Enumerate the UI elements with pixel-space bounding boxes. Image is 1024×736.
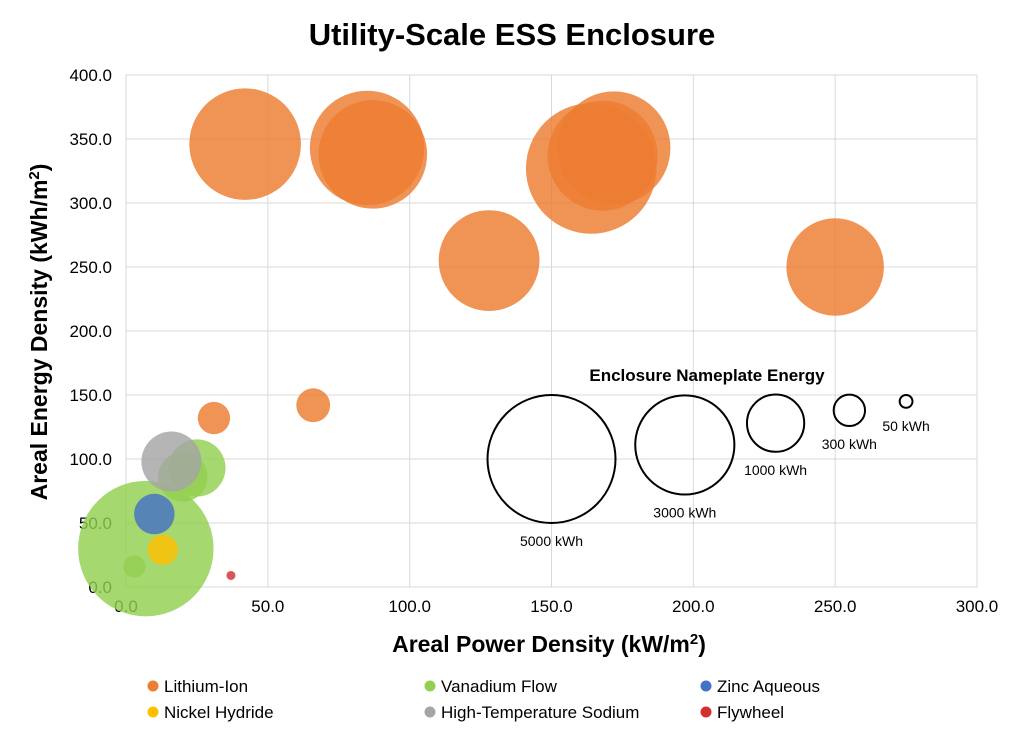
y-tick-label: 200.0 — [69, 322, 112, 341]
x-tick-label: 200.0 — [672, 597, 715, 616]
chart-title: Utility-Scale ESS Enclosure — [309, 17, 716, 52]
legend-label: High-Temperature Sodium — [441, 703, 639, 722]
size-reference-label: 300 kWh — [822, 436, 877, 452]
legend-label: Lithium-Ion — [164, 677, 248, 696]
bubble-vanadium-flow — [78, 480, 214, 617]
legend-label: Zinc Aqueous — [717, 677, 820, 696]
bubble-lithium-ion — [438, 210, 540, 311]
size-reference-label: 5000 kWh — [520, 533, 583, 549]
x-tick-label: 300.0 — [956, 597, 999, 616]
size-reference-circle — [832, 393, 867, 428]
size-reference-circle — [745, 393, 806, 453]
y-tick-label: 150.0 — [69, 386, 112, 405]
size-reference-circle — [486, 394, 617, 524]
bubble-lithium-ion — [786, 218, 884, 316]
legend: Lithium-Ion Vanadium Flow Zinc Aqueous Nick… — [147, 677, 820, 722]
legend-label: Flywheel — [717, 703, 784, 722]
bubble-nickel-hydride — [147, 534, 179, 566]
legend-marker — [147, 680, 159, 692]
bubble-zinc-aqueous — [134, 493, 175, 535]
bubble-vanadium-flow — [123, 555, 146, 578]
y-tick-label: 350.0 — [69, 130, 112, 149]
x-tick-label: 150.0 — [530, 597, 573, 616]
x-axis-title: Areal Power Density (kW/m2) — [392, 631, 706, 657]
bubble-lithium-ion — [189, 88, 301, 200]
legend-marker — [424, 706, 436, 718]
x-tick-label: 50.0 — [251, 597, 284, 616]
x-tick-label: 100.0 — [388, 597, 431, 616]
bubble-size-legend-title: Enclosure Nameplate Energy — [589, 366, 825, 385]
bubble-lithium-ion — [318, 100, 428, 209]
bubble-lithium-ion — [296, 388, 331, 423]
y-tick-label: 100.0 — [69, 450, 112, 469]
legend-label: Nickel Hydride — [164, 703, 274, 722]
size-reference-circle — [898, 394, 914, 409]
bubble-lithium-ion — [547, 100, 658, 211]
bubble-size-legend: Enclosure Nameplate Energy 5000 kWh 3000 … — [486, 366, 930, 549]
y-tick-label: 400.0 — [69, 66, 112, 85]
x-tick-label: 250.0 — [814, 597, 857, 616]
size-reference-label: 1000 kWh — [744, 462, 807, 478]
data-bubbles — [78, 88, 884, 617]
y-tick-label: 250.0 — [69, 258, 112, 277]
legend-marker — [700, 680, 712, 692]
legend-marker — [147, 706, 159, 718]
size-reference-circle — [634, 394, 736, 496]
size-reference-label: 3000 kWh — [653, 504, 716, 520]
legend-marker — [700, 706, 712, 718]
legend-marker — [424, 680, 436, 692]
legend-label: Vanadium Flow — [441, 677, 558, 696]
bubble-flywheel — [226, 570, 236, 581]
size-reference-label: 50 kWh — [882, 418, 929, 434]
bubble-high-temperature-sodium — [141, 431, 202, 492]
y-tick-label: 300.0 — [69, 194, 112, 213]
bubble-lithium-ion — [197, 401, 231, 435]
y-axis-title: Areal Energy Density (kWh/m2) — [26, 164, 52, 501]
